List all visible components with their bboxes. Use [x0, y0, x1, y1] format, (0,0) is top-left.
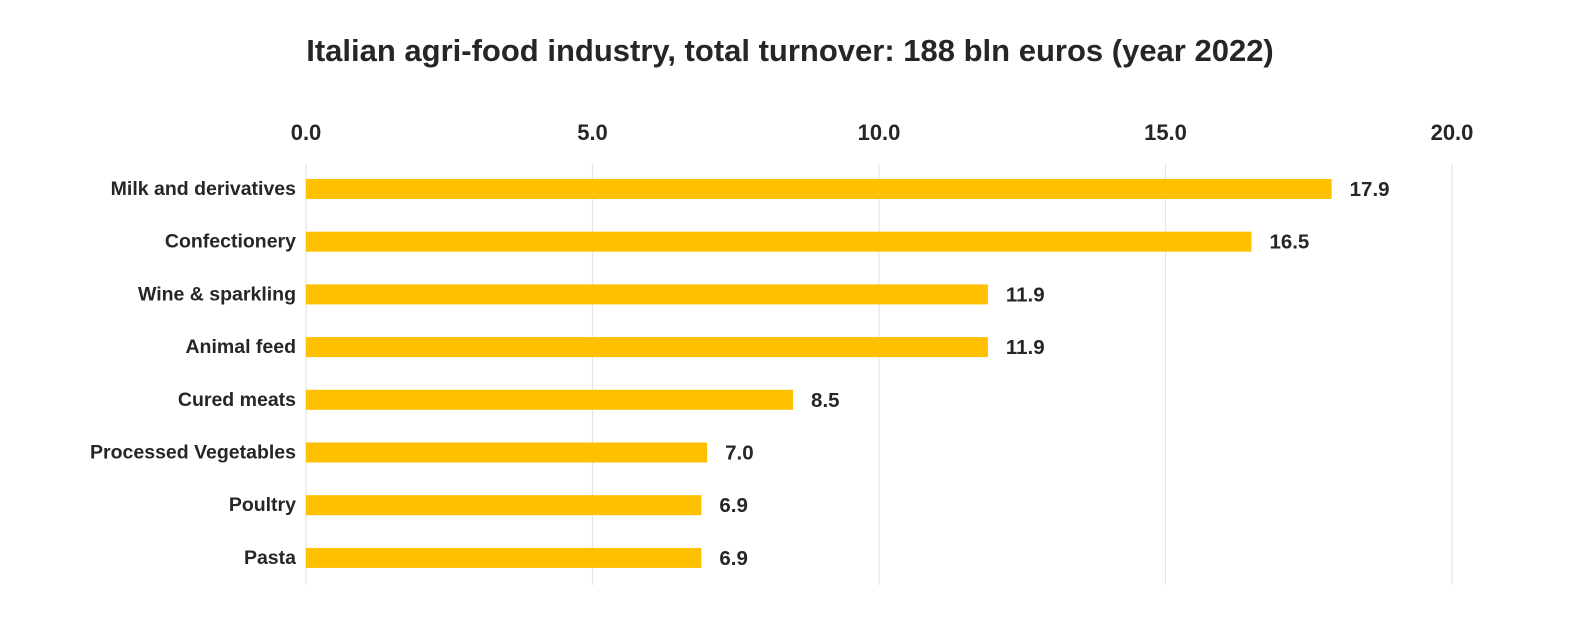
category-label: Wine & sparkling [138, 283, 296, 305]
category-label: Poultry [229, 494, 296, 516]
bar [306, 495, 702, 516]
category-label: Animal feed [185, 336, 296, 358]
bar [306, 547, 702, 568]
category-label: Milk and derivatives [111, 178, 296, 200]
bar [306, 284, 988, 305]
bar-value-label: 8.5 [811, 389, 840, 412]
value-labels: 17.9 16.5 11.9 11.9 8.5 7.0 6.9 6.9 [719, 178, 1389, 570]
x-tick-label: 0.0 [291, 120, 322, 145]
category-label: Cured meats [178, 389, 296, 411]
x-tick-label: 10.0 [858, 120, 901, 145]
bar-value-label: 6.9 [719, 494, 748, 517]
bar-value-label: 7.0 [725, 442, 754, 465]
bar-value-label: 16.5 [1269, 231, 1309, 254]
bars [306, 179, 1332, 568]
x-tick-label: 20.0 [1431, 120, 1474, 145]
category-label: Processed Vegetables [90, 442, 296, 464]
bar-value-label: 11.9 [1006, 336, 1045, 359]
bar [306, 442, 708, 463]
bar [306, 179, 1332, 199]
bar-value-label: 17.9 [1350, 178, 1390, 201]
gridlines [305, 164, 1453, 585]
category-label: Pasta [244, 547, 296, 569]
bar-value-label: 11.9 [1006, 283, 1045, 306]
x-tick-label: 15.0 [1144, 120, 1187, 145]
category-label: Confectionery [165, 231, 296, 253]
category-labels: Milk and derivatives Confectionery Wine & … [90, 178, 296, 569]
bar-value-label: 6.9 [719, 547, 748, 570]
bar [306, 389, 794, 410]
bar [306, 337, 988, 358]
bar [306, 231, 1252, 252]
x-axis-ticks: 0.0 5.0 10.0 15.0 20.0 [291, 120, 1474, 145]
chart-title: Italian agri-food industry, total turnov… [306, 33, 1274, 68]
x-tick-label: 5.0 [577, 120, 608, 145]
